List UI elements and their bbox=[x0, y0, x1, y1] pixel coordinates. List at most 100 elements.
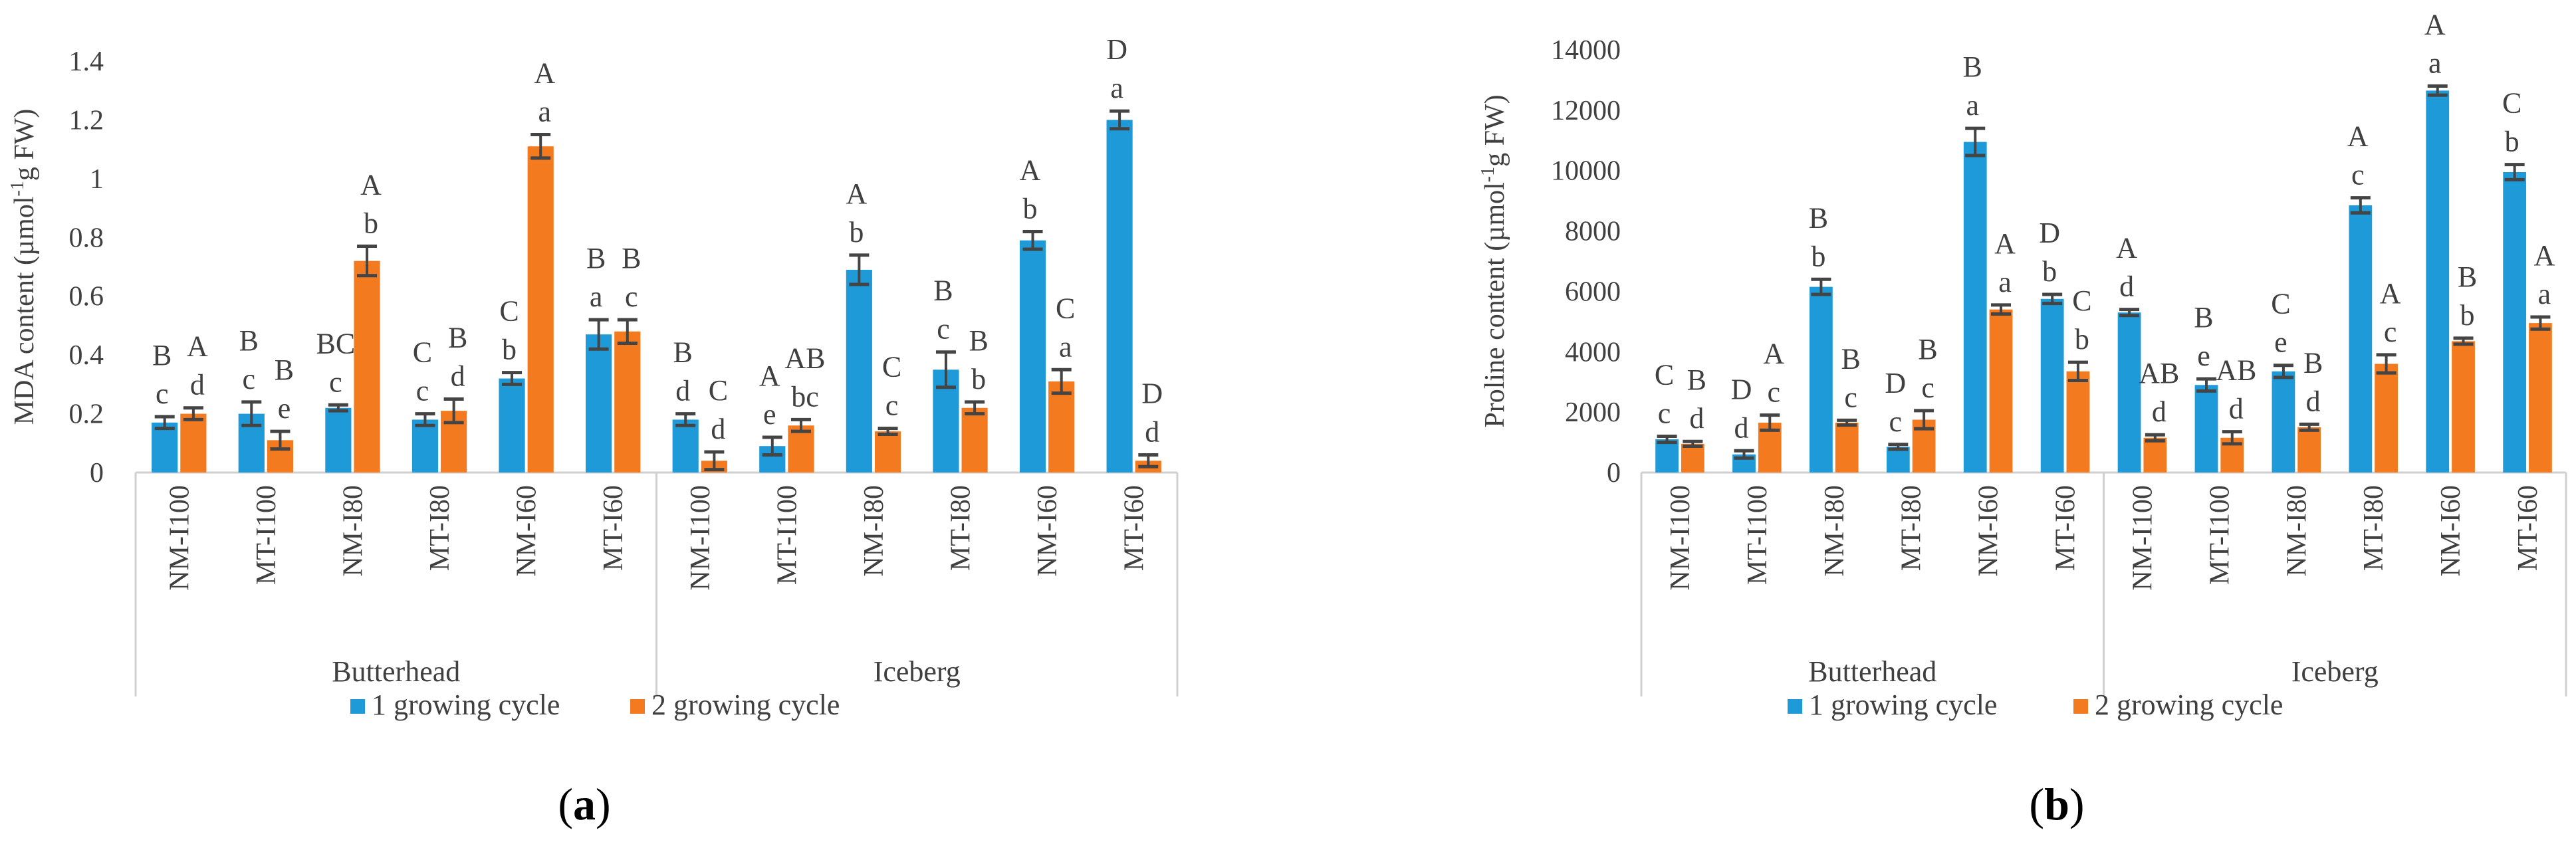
legend-swatch-1 bbox=[1788, 699, 1802, 714]
letter-lower: d bbox=[711, 413, 725, 445]
letter-upper: C bbox=[2072, 284, 2091, 317]
x-tick-label: NM-I60 bbox=[1974, 485, 2004, 577]
x-tick-label: NM-I100 bbox=[1665, 485, 1696, 591]
letter-upper: A bbox=[2534, 239, 2555, 272]
letter-lower: b bbox=[2460, 299, 2475, 332]
bar bbox=[354, 261, 380, 473]
letter-lower: e bbox=[2274, 326, 2287, 359]
bar bbox=[2529, 323, 2552, 473]
letter-lower: d bbox=[451, 360, 465, 392]
x-tick-label: NM-I80 bbox=[1819, 485, 1850, 577]
bar bbox=[586, 334, 612, 473]
bar bbox=[2452, 341, 2475, 473]
letter-lower: e bbox=[278, 392, 291, 425]
letter-lower: b bbox=[1023, 192, 1038, 225]
x-tick-label: MT-I100 bbox=[251, 485, 282, 585]
bar bbox=[325, 407, 352, 473]
letter-upper: B bbox=[2303, 346, 2323, 379]
letter-upper: BC bbox=[316, 327, 356, 360]
letter-upper: A bbox=[2424, 9, 2446, 41]
x-tick-label: MT-I80 bbox=[2359, 485, 2389, 571]
letter-lower: c bbox=[1889, 405, 1903, 438]
bar bbox=[2066, 371, 2090, 473]
group-label: Butterhead bbox=[1808, 655, 1936, 688]
letter-upper: B bbox=[275, 354, 294, 386]
letter-lower: a bbox=[538, 96, 551, 128]
letter-upper: B bbox=[1918, 333, 1937, 366]
group-label: Butterhead bbox=[332, 655, 460, 688]
y-axis: 0 2000 4000 6000 8000 10000 12000 14000 NM-I100 M… bbox=[1551, 35, 2567, 696]
letter-lower: c bbox=[2384, 316, 2397, 348]
letter-upper: A bbox=[534, 57, 555, 90]
letter-upper: B bbox=[969, 324, 988, 357]
bar bbox=[2272, 371, 2295, 473]
bar bbox=[1681, 443, 1704, 473]
x-tick-label: NM-I80 bbox=[2282, 485, 2312, 577]
y-axis-label: MDA content (µmol-1g FW) bbox=[7, 109, 41, 425]
letter-upper: B bbox=[673, 336, 693, 369]
letter-upper: A bbox=[759, 360, 780, 392]
letter-lower: d bbox=[2306, 385, 2321, 417]
letter-upper: A bbox=[187, 330, 208, 363]
letter-upper: D bbox=[2039, 217, 2060, 249]
bar bbox=[1989, 309, 2013, 473]
letter-upper: A bbox=[2347, 120, 2369, 153]
bar bbox=[1835, 423, 1859, 473]
letter-lower: d bbox=[2229, 393, 2244, 425]
y-tick-label: 0.6 bbox=[69, 282, 104, 312]
bar bbox=[2375, 364, 2398, 473]
bar bbox=[499, 378, 525, 473]
letter-lower: b bbox=[849, 216, 864, 249]
letter-lower: a bbox=[1110, 72, 1123, 104]
bar bbox=[1886, 447, 1910, 473]
letter-upper: B bbox=[152, 339, 172, 371]
legend-label-2: 2 growing cycle bbox=[651, 688, 840, 721]
letter-upper: C bbox=[1056, 292, 1075, 324]
bar bbox=[874, 431, 901, 473]
letter-lower: a bbox=[2538, 278, 2551, 310]
letter-lower: a bbox=[1998, 266, 2012, 298]
bar bbox=[2117, 312, 2141, 473]
letter-upper: D bbox=[1731, 373, 1752, 405]
letter-upper: C bbox=[882, 351, 901, 383]
letter-upper: C bbox=[1655, 358, 1674, 391]
letter-upper: D bbox=[1885, 367, 1906, 399]
chart-b: 0 2000 4000 6000 8000 10000 12000 14000 NM-I100 M… bbox=[1478, 9, 2567, 721]
letter-lower: b bbox=[502, 334, 517, 366]
letter-lower: e bbox=[2197, 340, 2210, 372]
letter-lower: c bbox=[2351, 159, 2365, 191]
letter-lower: c bbox=[885, 389, 899, 422]
letter-upper: C bbox=[709, 374, 728, 407]
y-tick-label: 14000 bbox=[1551, 35, 1621, 66]
bar bbox=[2297, 427, 2321, 473]
letter-upper: AB bbox=[784, 342, 825, 374]
letter-upper: A bbox=[1020, 154, 1041, 186]
letter-lower: b bbox=[2505, 126, 2519, 158]
y-tick-label: 1.2 bbox=[69, 105, 104, 136]
y-tick-label: 1.4 bbox=[69, 47, 104, 77]
letter-lower: a bbox=[1966, 89, 1979, 122]
letter-lower: a bbox=[590, 280, 603, 313]
letter-lower: b bbox=[971, 363, 986, 395]
x-tick-label: NM-I100 bbox=[685, 485, 716, 591]
letter-upper: A bbox=[2380, 277, 2401, 310]
x-tick-label: MT-I100 bbox=[2204, 485, 2235, 585]
x-tick-label: MT-I100 bbox=[772, 485, 802, 585]
y-tick-label: 12000 bbox=[1551, 96, 1621, 126]
bar bbox=[2349, 205, 2373, 473]
letter-lower: c bbox=[329, 366, 342, 398]
group-label: Iceberg bbox=[874, 655, 961, 688]
letter-upper: B bbox=[933, 274, 953, 307]
x-tick-label: NM-I80 bbox=[338, 485, 368, 577]
chart-a: 0 0.2 0.4 0.6 0.8 1 1.2 1.4 NM-I100 MT-I100 NM-I80… bbox=[7, 33, 1179, 721]
y-axis-label: Proline content (µmol-1g FW) bbox=[1478, 94, 1511, 427]
y-tick-label: 0.8 bbox=[69, 223, 104, 253]
legend-label-1: 1 growing cycle bbox=[372, 688, 560, 721]
letter-upper: B bbox=[2194, 301, 2213, 334]
legend-label-2: 2 growing cycle bbox=[2095, 688, 2283, 721]
x-tick-label: MT-I80 bbox=[425, 485, 455, 571]
letter-upper: B bbox=[2458, 261, 2477, 293]
x-tick-label: NM-I60 bbox=[1032, 485, 1063, 577]
bar bbox=[411, 419, 439, 473]
